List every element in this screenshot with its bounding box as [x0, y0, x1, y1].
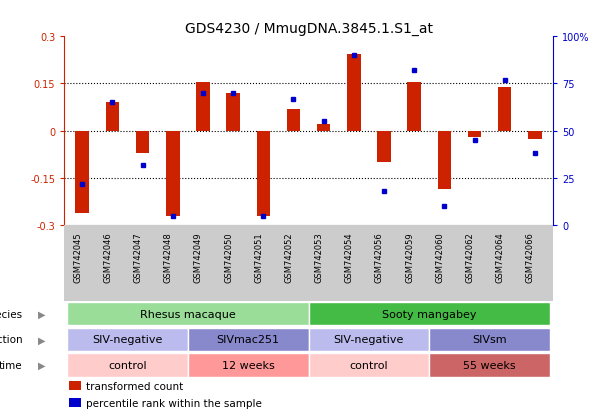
Text: SIVmac251: SIVmac251 [217, 335, 280, 344]
Bar [67, 302, 309, 325]
Text: GSM742066: GSM742066 [526, 232, 535, 282]
Text: control: control [349, 360, 388, 370]
Bar [69, 381, 81, 390]
Text: GSM742046: GSM742046 [103, 232, 112, 282]
Text: GSM742060: GSM742060 [435, 232, 444, 282]
Text: GSM742062: GSM742062 [466, 232, 475, 282]
Text: infection: infection [0, 335, 23, 344]
Bar [437, 131, 451, 190]
Text: 12 weeks: 12 weeks [222, 360, 274, 370]
Bar [136, 131, 150, 153]
Text: Rhesus macaque: Rhesus macaque [140, 309, 236, 319]
Text: GSM742054: GSM742054 [345, 232, 354, 282]
Title: GDS4230 / MmugDNA.3845.1.S1_at: GDS4230 / MmugDNA.3845.1.S1_at [185, 22, 433, 36]
Bar [76, 131, 89, 213]
Bar [377, 131, 391, 163]
Bar [287, 109, 300, 131]
Bar [528, 131, 541, 139]
Text: Sooty mangabey: Sooty mangabey [382, 309, 477, 319]
Bar [226, 94, 240, 131]
Text: control: control [108, 360, 147, 370]
Text: ▶: ▶ [38, 309, 46, 319]
Text: GSM742056: GSM742056 [375, 232, 384, 282]
Text: ▶: ▶ [38, 360, 46, 370]
Text: GSM742052: GSM742052 [285, 232, 293, 282]
Bar [106, 103, 119, 131]
Bar [347, 55, 360, 131]
Text: SIV-negative: SIV-negative [334, 335, 404, 344]
Text: GSM742047: GSM742047 [134, 232, 142, 282]
Bar [257, 131, 270, 216]
Text: GSM742059: GSM742059 [405, 232, 414, 282]
Bar [69, 398, 81, 407]
Text: GSM742050: GSM742050 [224, 232, 233, 282]
Text: time: time [0, 360, 23, 370]
Text: GSM742048: GSM742048 [164, 232, 173, 282]
Text: ▶: ▶ [38, 335, 46, 344]
Text: transformed count: transformed count [86, 381, 183, 391]
Text: GSM742053: GSM742053 [315, 232, 324, 282]
Bar [309, 354, 430, 377]
Bar [196, 83, 210, 131]
Bar [430, 354, 550, 377]
Bar [67, 354, 188, 377]
Bar [430, 328, 550, 351]
Bar [309, 328, 430, 351]
Text: 55 weeks: 55 weeks [463, 360, 516, 370]
Text: GSM742049: GSM742049 [194, 232, 203, 282]
Bar [317, 125, 331, 131]
Text: GSM742045: GSM742045 [73, 232, 82, 282]
Text: SIVsm: SIVsm [472, 335, 507, 344]
Bar [467, 131, 481, 138]
Text: species: species [0, 309, 23, 319]
Bar [408, 83, 421, 131]
Bar [309, 302, 550, 325]
Text: SIV-negative: SIV-negative [92, 335, 163, 344]
Bar [166, 131, 180, 216]
Text: percentile rank within the sample: percentile rank within the sample [86, 398, 262, 408]
Bar [188, 354, 309, 377]
Text: GSM742064: GSM742064 [496, 232, 505, 282]
Bar [498, 88, 511, 131]
Bar [67, 328, 188, 351]
Text: GSM742051: GSM742051 [254, 232, 263, 282]
Bar [188, 328, 309, 351]
